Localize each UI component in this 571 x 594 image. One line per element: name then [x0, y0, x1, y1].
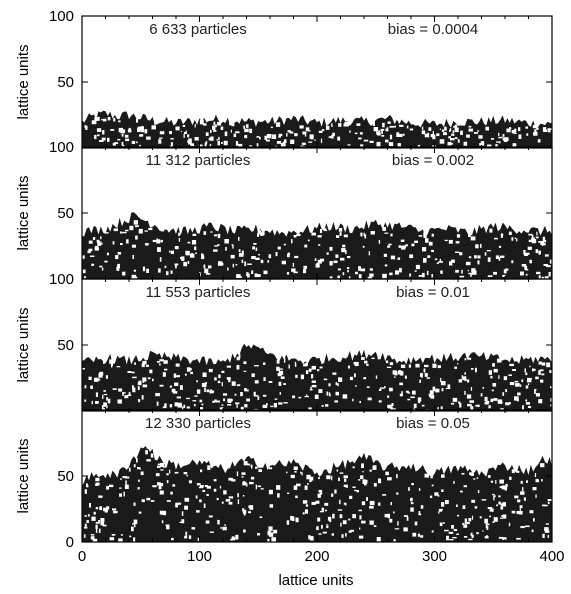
x-tick-label: 100 — [187, 548, 212, 565]
deposit-cluster-panel-4 — [82, 446, 552, 542]
y-tick-label: 50 — [57, 468, 74, 485]
bias-label: bias = 0.01 — [396, 284, 470, 301]
particles-label: 11 312 particles — [146, 152, 251, 169]
y-tick-label: 100 — [49, 271, 74, 288]
deposit-pores-panel-2 — [82, 220, 554, 279]
y-tick-label: 50 — [57, 205, 74, 222]
y-tick-label: 50 — [57, 74, 74, 91]
y-axis-label-panel-2: lattice units — [15, 175, 32, 250]
panel-2: 50 100 lattice units 11 312 particles bias =… — [15, 139, 554, 280]
particles-label: 6 633 particles — [149, 21, 247, 38]
y-tick-label: 50 — [57, 337, 74, 354]
x-axis: 0 100 200 300 400 — [78, 548, 565, 565]
panel-4: 0 50 lattice units 12 330 particles bias = 0… — [15, 409, 553, 551]
y-tick-label: 100 — [49, 139, 74, 156]
x-axis-label: lattice units — [278, 572, 353, 589]
deposit-pores-panel-4 — [84, 446, 553, 542]
y-axis-label-panel-4: lattice units — [15, 438, 32, 513]
x-tick-label: 0 — [78, 548, 86, 565]
particles-label: 11 553 particles — [146, 284, 251, 301]
y-tick-label: 100 — [49, 8, 74, 25]
particles-label: 12 330 particles — [145, 415, 251, 432]
deposit-cluster-panel-2 — [82, 212, 552, 279]
bias-label: bias = 0.05 — [396, 415, 470, 432]
panel-3: 50 100 lattice units 11 553 particles bias =… — [15, 271, 554, 412]
x-tick-label: 300 — [422, 548, 447, 565]
y-axis-label-panel-1: lattice units — [15, 44, 32, 119]
panels-group: 50 100 lattice units 6 633 particles bias = … — [15, 8, 554, 551]
y-tick-label: 0 — [66, 534, 74, 551]
x-tick-label: 200 — [304, 548, 329, 565]
bias-label: bias = 0.0004 — [388, 21, 479, 38]
y-axis-label-panel-3: lattice units — [15, 307, 32, 382]
bias-label: bias = 0.002 — [392, 152, 474, 169]
panel-1: 50 100 lattice units 6 633 particles bias = … — [15, 8, 553, 149]
x-tick-label: 400 — [539, 548, 564, 565]
deposit-cluster-panel-3 — [82, 343, 552, 411]
